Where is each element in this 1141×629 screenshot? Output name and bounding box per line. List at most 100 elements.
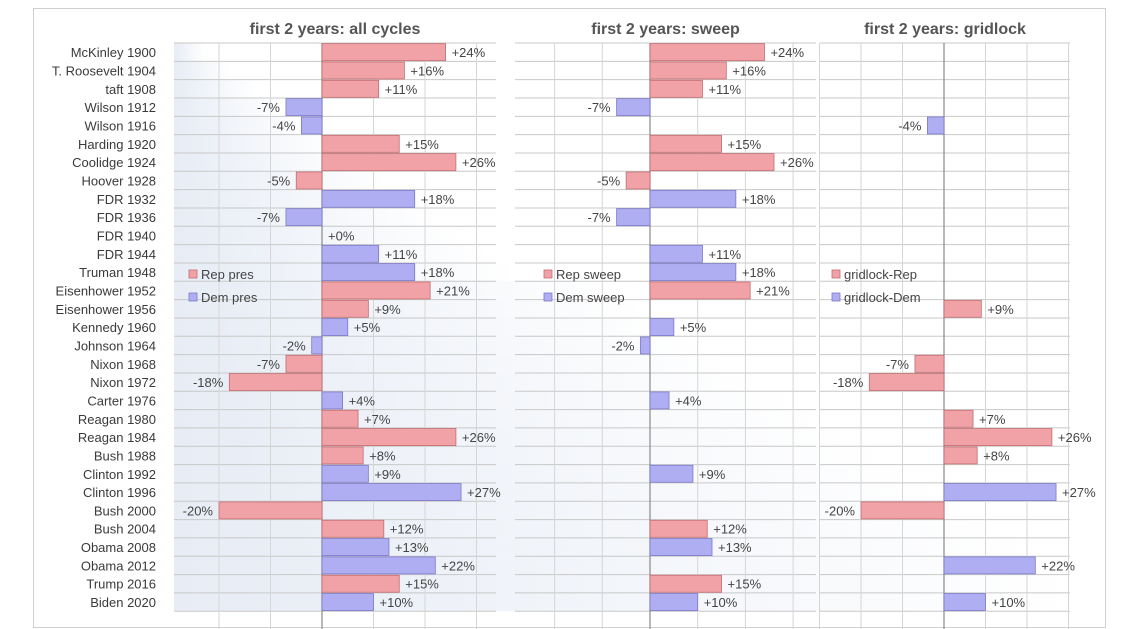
y-tick-label: Bush 2000 [94,503,156,518]
bar [649,263,737,282]
panel-1: first 2 years: all cycles +24% +16% +11% -7%… [174,21,501,629]
y-tick-label: Hoover 1928 [82,173,156,188]
bar [649,281,751,300]
legend-swatch [543,292,553,302]
bar [649,391,670,410]
bar [649,593,699,611]
data-label: +26% [462,155,496,170]
y-tick-label: Bush 2004 [94,522,156,537]
bar [649,79,703,98]
data-label: +10% [992,595,1026,610]
legend-label: Rep sweep [556,267,621,282]
legend: Rep sweep Dem sweep [543,267,625,305]
data-label: +15% [728,137,762,152]
legend-label: Rep pres [201,267,254,282]
bar [625,171,651,190]
bar [311,336,323,355]
bar [300,116,323,135]
data-label: -5% [267,173,291,188]
bar [218,501,323,520]
data-label: +12% [390,522,424,537]
bar [649,318,675,337]
data-label: +4% [349,393,376,408]
y-tick-label: FDR 1932 [97,192,156,207]
y-tick-label: Nixon 1968 [90,357,156,372]
bar [649,538,713,556]
legend-swatch [831,269,841,279]
data-label: +18% [742,192,776,207]
data-label: -2% [283,338,307,353]
wash-band [174,537,1034,557]
bar [640,336,651,355]
data-label: +7% [364,412,391,427]
bar [321,263,416,282]
bar [321,244,380,263]
wash-band [174,519,1004,538]
bar [321,428,457,446]
data-label: +11% [385,82,418,97]
wash-band [174,61,230,80]
data-label: +4% [675,393,702,408]
bar [943,409,974,428]
bar [321,153,457,172]
y-tick-label: Bush 1988 [94,448,156,463]
bar [943,556,1036,575]
y-tick-label: Eisenhower 1952 [56,283,156,298]
data-label: +18% [421,192,455,207]
y-tick-label: Reagan 1984 [78,430,156,445]
data-label: -4% [272,118,296,133]
wash-band [174,152,360,172]
bar [616,208,651,227]
bar [868,373,945,392]
data-label: +13% [718,540,752,555]
y-tick-label: Wilson 1916 [84,118,156,133]
bar [321,556,436,575]
wash-band [174,427,854,447]
y-tick-label: Clinton 1992 [83,467,156,482]
bar [295,171,323,190]
y-tick-label: Obama 2008 [81,540,156,555]
y-tick-label: taft 1908 [105,82,156,97]
bar [321,134,400,153]
y-tick-label: Nixon 1972 [90,375,156,390]
bar [649,464,694,483]
bar [285,354,323,373]
data-label: +27% [1062,485,1096,500]
bar [321,61,405,80]
bar [321,519,385,538]
bar [321,79,380,98]
wash-band [174,446,884,465]
data-label: +11% [708,82,741,97]
data-label: -7% [886,357,910,372]
bar [943,483,1057,501]
y-tick-label: T. Roosevelt 1904 [52,63,156,78]
data-label: +0% [328,228,355,243]
data-label: -20% [825,503,856,518]
bar [649,43,765,62]
wash-band [174,556,1064,575]
data-label: +11% [708,247,741,262]
data-label: +26% [462,430,496,445]
bar [943,299,982,318]
data-label: +15% [405,577,439,592]
bar [649,61,727,80]
chart-svg: McKinley 1900 T. Roosevelt 1904 taft 1908 W… [52,21,1096,629]
y-tick-label: Biden 2020 [90,595,156,610]
y-tick-label: Truman 1948 [79,265,156,280]
bar [321,409,359,428]
data-label: +9% [699,467,726,482]
y-tick-label: FDR 1936 [97,210,156,225]
data-label: +8% [983,448,1010,463]
legend-swatch [188,269,198,279]
bar [285,208,323,227]
legend-swatch [543,269,553,279]
y-tick-label: Carter 1976 [87,393,156,408]
bar [649,134,722,153]
wash-band [174,317,674,337]
chart-frame: McKinley 1900 T. Roosevelt 1904 taft 1908 W… [33,8,1106,629]
bar [321,43,446,62]
wash-band [174,592,1074,612]
bar [321,318,349,337]
wash-band [174,43,204,62]
wash-band [174,171,386,190]
